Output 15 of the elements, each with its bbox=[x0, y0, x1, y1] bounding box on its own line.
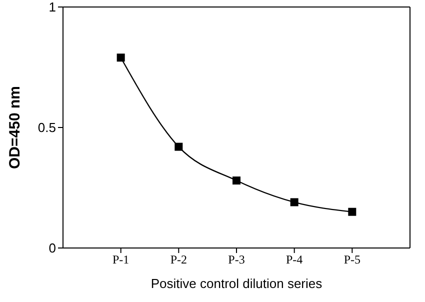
x-tick-label: P-5 bbox=[344, 252, 361, 267]
y-tick-label: 0 bbox=[48, 240, 56, 256]
point bbox=[174, 142, 183, 151]
point bbox=[290, 198, 298, 206]
point bbox=[116, 54, 125, 62]
x-tick-label: P-2 bbox=[170, 252, 188, 267]
x-axis-title: Positive control dilution series bbox=[150, 276, 323, 291]
x-tick-label: P-3 bbox=[228, 252, 245, 267]
point bbox=[232, 176, 240, 185]
x-tick-label: P-4 bbox=[286, 252, 303, 267]
y-axis-title: OD=450 nm bbox=[6, 86, 24, 169]
x-tick-label: P-1 bbox=[112, 252, 130, 267]
y-tick-label: 1 bbox=[48, 0, 56, 15]
y-tick-label: 0.5 bbox=[38, 120, 56, 136]
point bbox=[348, 208, 356, 216]
